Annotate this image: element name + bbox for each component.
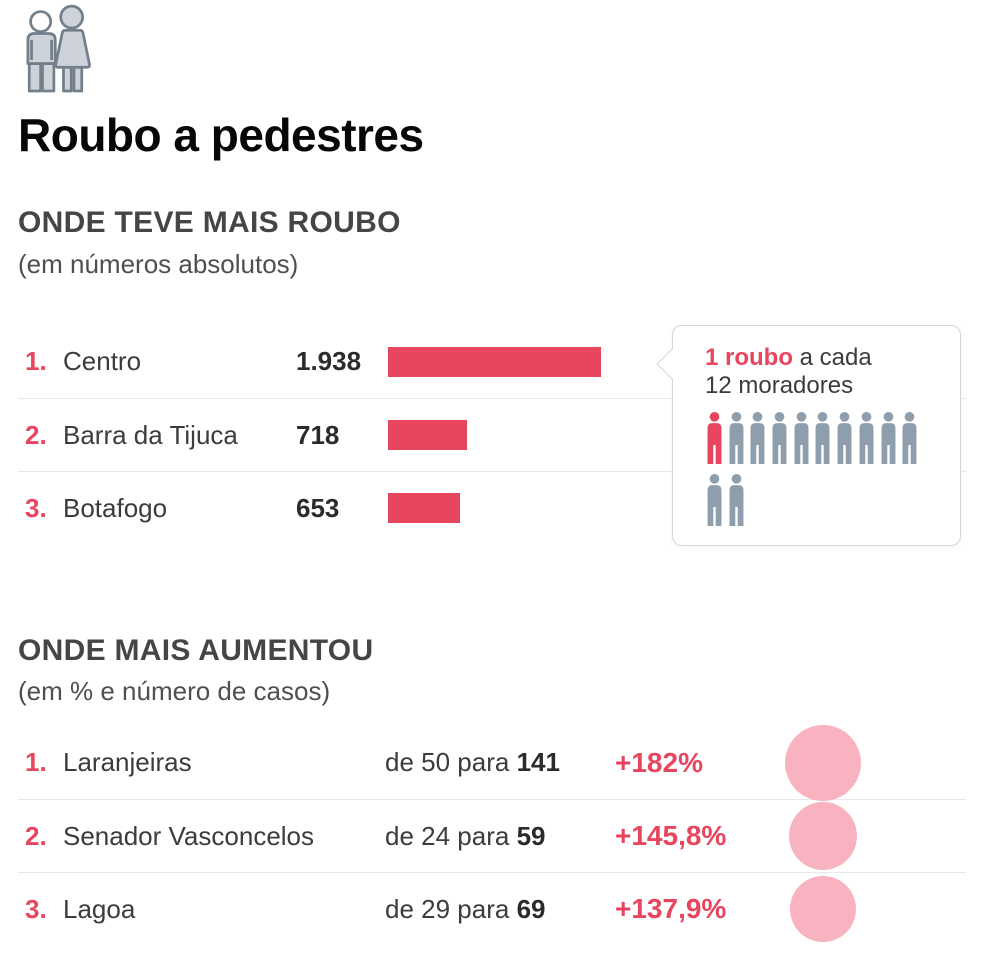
neighborhood-label: Laranjeiras [63, 747, 192, 777]
percent-label: +137,9% [615, 893, 727, 924]
rank-number: 3. [25, 492, 47, 523]
rank-number: 2. [25, 419, 47, 450]
person-icon [748, 412, 767, 464]
table-row: 3. Botafogo 653 [18, 471, 966, 544]
people-row-2 [705, 474, 748, 526]
people-row-1 [705, 412, 922, 464]
value-label: 1.938 [296, 346, 362, 376]
table-row: 2. Senador Vasconcelos de 24 para 59 +14… [18, 799, 966, 872]
value-label: 718 [296, 419, 340, 450]
ranking-table-absolute: 1. Centro 1.938 2. Barra da Tijuca 718 3… [18, 325, 966, 544]
change-text: de 29 para 69 [385, 893, 546, 924]
neighborhood-label: Barra da Tijuca [63, 419, 238, 450]
person-icon [770, 412, 789, 464]
callout-line2: 12 moradores [705, 372, 854, 399]
rank-number: 1. [25, 346, 47, 376]
value-label: 653 [296, 492, 340, 523]
person-icon [813, 412, 832, 464]
table-row: 1. Centro 1.938 [18, 325, 966, 398]
person-icon [857, 412, 876, 464]
increase-circle [790, 876, 856, 942]
person-icon [879, 412, 898, 464]
person-icon [727, 412, 746, 464]
rank-number: 1. [25, 747, 47, 777]
person-icon [727, 474, 746, 526]
rank-number: 2. [25, 820, 47, 851]
percent-label: +145,8% [615, 820, 727, 851]
increase-circle [789, 802, 857, 870]
section1-heading: ONDE TEVE MAIS ROUBO [18, 206, 401, 239]
callout-text: 1 roubo a cada 12 moradores [705, 344, 872, 400]
page-title: Roubo a pedestres [18, 109, 424, 161]
change-text: de 50 para 141 [385, 747, 560, 777]
callout-highlight: 1 roubo [705, 344, 793, 371]
ranking-table-increase: 1. Laranjeiras de 50 para 141 +182% 2. S… [18, 724, 966, 945]
percent-label: +182% [615, 746, 703, 778]
neighborhood-label: Senador Vasconcelos [63, 820, 315, 851]
value-bar [388, 493, 460, 523]
change-text: de 24 para 59 [385, 820, 546, 851]
pedestrians-icon [26, 4, 91, 93]
table-row: 2. Barra da Tijuca 718 [18, 398, 966, 471]
section2-subheading: (em % e número de casos) [18, 676, 331, 706]
rank-number: 3. [25, 893, 47, 924]
increase-circle [785, 724, 861, 801]
value-bar [388, 420, 467, 450]
section2-heading: ONDE MAIS AUMENTOU [18, 634, 374, 667]
table-row: 1. Laranjeiras de 50 para 141 +182% [18, 724, 966, 801]
neighborhood-label: Botafogo [63, 492, 168, 523]
neighborhood-label: Lagoa [63, 893, 136, 924]
person-icon [900, 412, 919, 464]
table-row: 3. Lagoa de 29 para 69 +137,9% [18, 872, 966, 945]
person-icon [835, 412, 854, 464]
section1-subheading: (em números absolutos) [18, 249, 299, 279]
person-icon [705, 412, 724, 464]
callout-rest: a cada [793, 344, 872, 371]
person-icon [705, 474, 724, 526]
callout: 1 roubo a cada 12 moradores [656, 325, 961, 546]
value-bar [388, 346, 601, 377]
neighborhood-label: Centro [63, 346, 142, 376]
person-icon [792, 412, 811, 464]
